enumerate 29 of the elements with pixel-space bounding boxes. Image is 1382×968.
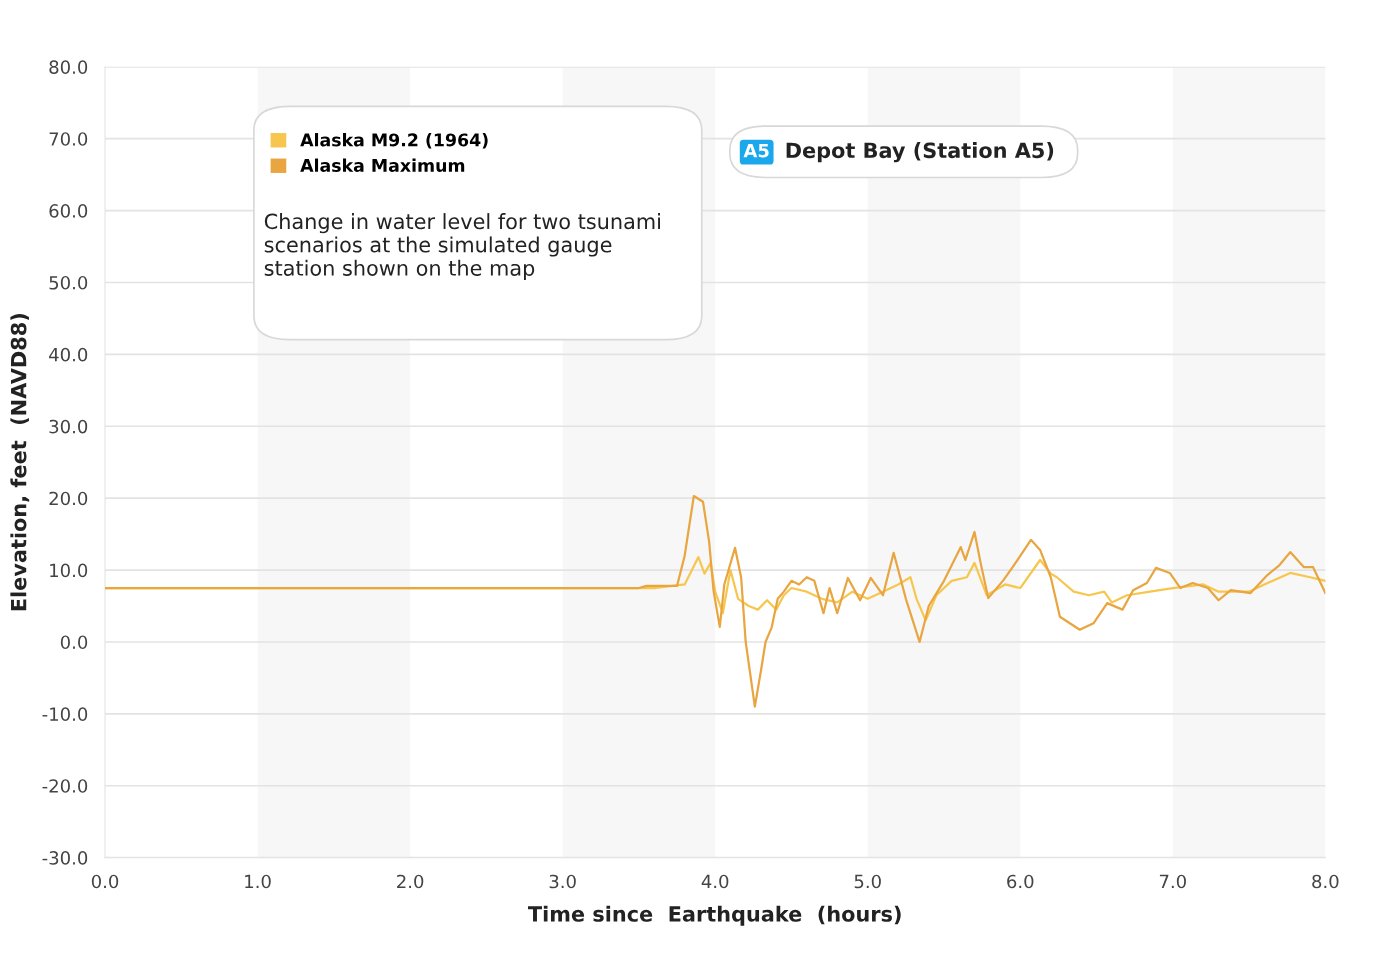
x-tick-label: 7.0 (1159, 874, 1186, 889)
x-tick-label: 0.0 (91, 874, 119, 889)
x-tick-label: 5.0 (854, 874, 881, 889)
y-tick-label: 50.0 (49, 275, 88, 290)
y-tick-label: 10.0 (50, 563, 88, 578)
y-tick-label: 20.0 (49, 491, 88, 506)
annotation: A5 (743, 144, 769, 158)
legend-label: Alaska Maximum (300, 158, 465, 172)
y-tick-label: 30.0 (49, 419, 88, 434)
x-tick-label: 2.0 (397, 874, 424, 889)
annotation: Change in water level for two tsunami scenarios at the simulated gauge station shown on the map (264, 213, 660, 280)
y-tick-label: 70.0 (49, 132, 88, 146)
legend-label: Alaska M9.2 (1964) (300, 133, 488, 149)
x-tick-label: 1.0 (245, 874, 271, 889)
y-tick-label: -10.0 (42, 707, 88, 721)
x-tick-label: 4.0 (701, 874, 729, 889)
x-axis-title: Time since Earthquake (hours) (527, 905, 901, 926)
y-tick-label: 0.0 (60, 635, 88, 650)
x-tick-label: 3.0 (549, 874, 576, 889)
y-tick-label: 40.0 (49, 347, 88, 362)
annotation: Depot Bay (Station A5) (786, 142, 1054, 163)
y-axis-title: Elevation, feet (NAVD88) (10, 314, 30, 611)
line-series (105, 494, 1326, 708)
x-tick-label: 8.0 (1312, 874, 1339, 889)
x-tick-label: 6.0 (1007, 874, 1034, 889)
y-tick-label: 60.0 (49, 204, 88, 218)
y-tick-label: -20.0 (42, 779, 88, 793)
y-tick-label: 80.0 (49, 60, 88, 74)
y-tick-label: -30.0 (42, 851, 88, 865)
